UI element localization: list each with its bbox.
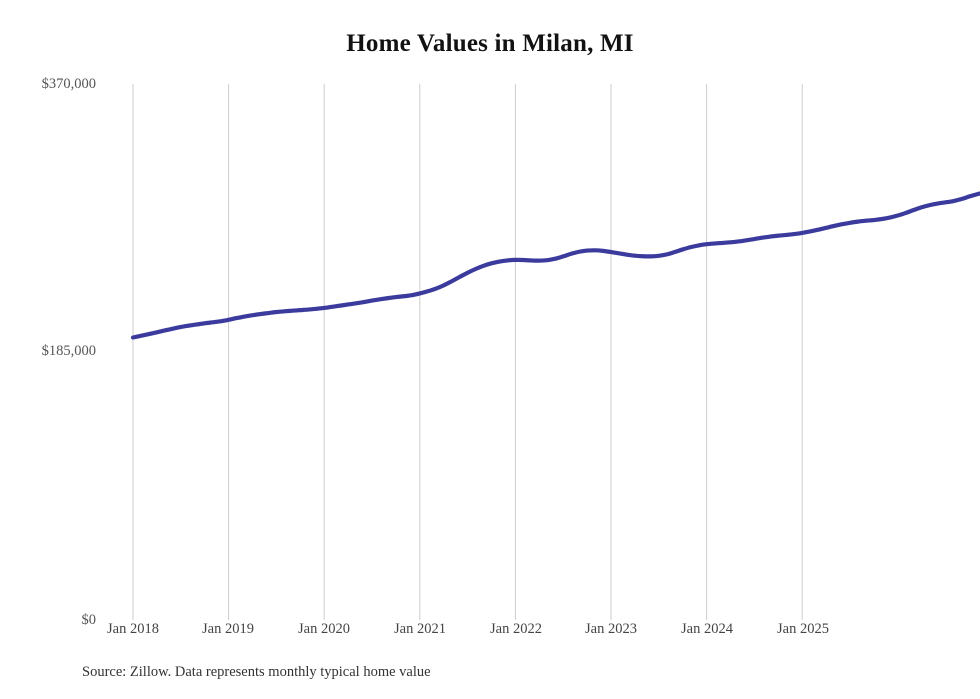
x-axis-tick-label-jan-2025: Jan 2025 [777, 621, 829, 637]
x-axis-tick-label-jan-2021: Jan 2021 [394, 621, 446, 637]
chart-title: Home Values in Milan, MI [346, 30, 634, 57]
y-axis-tick-label-185000: $185,000 [41, 343, 96, 359]
x-axis-tick-label-jan-2018: Jan 2018 [107, 621, 159, 637]
x-gridlines [132, 84, 803, 620]
x-axis-tick-label-jan-2024: Jan 2024 [681, 621, 733, 637]
source-note: Source: Zillow. Data represents monthly … [82, 664, 431, 680]
x-axis-tick-label-jan-2019: Jan 2019 [202, 621, 254, 637]
y-axis-tick-label-0: $0 [81, 612, 97, 628]
x-axis-tick-label-jan-2020: Jan 2020 [298, 621, 350, 637]
y-axis-tick-label-370000: $370,000 [41, 76, 96, 92]
x-axis-tick-label-jan-2022: Jan 2022 [490, 621, 542, 637]
series-line-typical-home-value [130, 191, 980, 340]
x-axis-tick-label-jan-2023: Jan 2023 [585, 621, 637, 637]
